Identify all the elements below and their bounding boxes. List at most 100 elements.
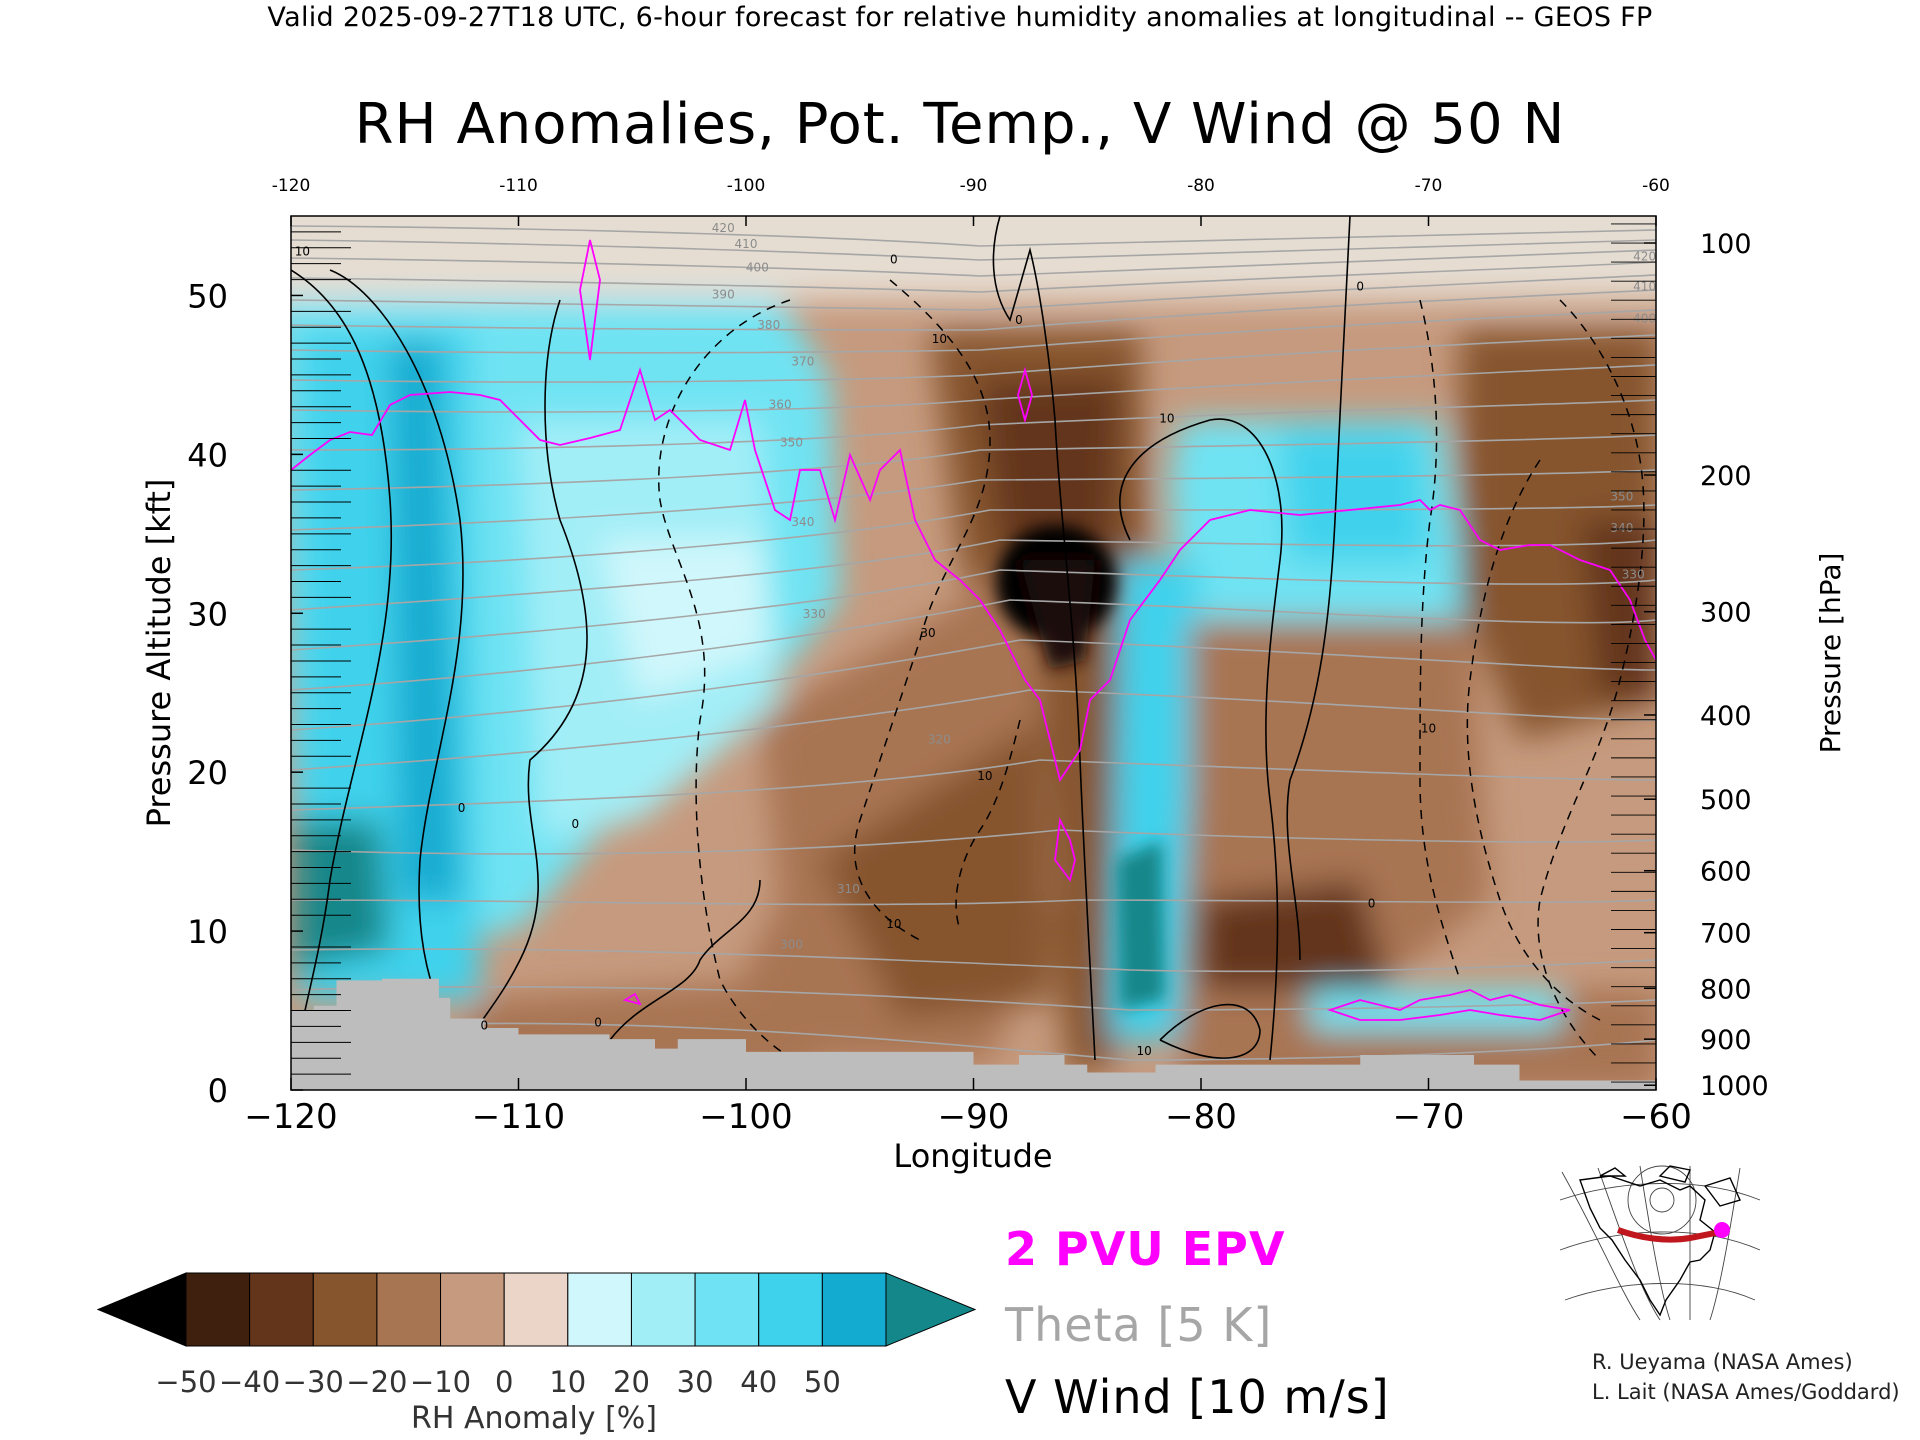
colorbar-segment [694,1272,760,1347]
terrain-mask [291,978,1656,1090]
theta-label: 350 [1610,489,1633,503]
wind-label-group: 10 0 10 0 0 10 30 10 0 0 10 0 10 10 0 0 [295,245,1436,1058]
y-left-tick-label: 0 [208,1072,228,1110]
theta-label: 340 [1610,521,1633,535]
y-left-tick-label: 10 [187,913,228,951]
y-right-tick-label: 300 [1700,598,1752,629]
x-top-tick-label: -90 [960,176,988,196]
rh-anomaly-field: 4204104003903803703603503403303203103004… [291,216,1656,1090]
colorbar-tick-label: 0 [495,1365,513,1399]
wind-label: 0 [458,801,466,815]
x-tick-label: −60 [1620,1097,1692,1137]
wind-label: 0 [481,1019,489,1033]
x-top-tick-label: -120 [272,176,311,196]
theta-label: 390 [712,288,735,302]
colorbar-segment [567,1272,632,1347]
y-right-tick-label: 200 [1700,461,1752,492]
x-tick-label: −100 [699,1097,792,1137]
y-left-tick-label: 30 [187,595,228,633]
theta-label: 410 [735,237,758,251]
x-axis-label: Longitude [893,1137,1052,1175]
wind-label: 10 [932,332,947,346]
epv-2pvu-contour [291,239,1656,1021]
v-wind-contours [291,216,1351,1061]
wind-label: 0 [572,817,580,831]
colorbar-segment [376,1272,442,1347]
x-axis-top-group: -120 -110 -100 -90 -80 -70 -60 [272,176,1670,226]
wind-label: 10 [295,245,310,259]
y-axis-left-label: Pressure Altitude [kft] [140,479,178,828]
x-top-tick-label: -110 [499,176,538,196]
colorbar-tick-label: −40 [219,1365,280,1399]
colorbar: −50 −40 −30 −20 −10 0 10 20 30 40 50 [96,1272,977,1399]
colorbar-segment [503,1272,569,1347]
colorbar-segment [185,1272,251,1347]
colorbar-segment [440,1272,505,1347]
wind-label: 0 [1368,896,1376,910]
y-axis-right-label: Pressure [hPa] [1814,553,1847,754]
y-left-tick-label: 40 [187,436,228,474]
x-top-tick-label: -80 [1187,176,1215,196]
y-right-tick-label: 900 [1700,1025,1752,1056]
x-axis-group: −120 −110 −100 −90 −80 −70 −60 [244,1078,1692,1137]
theta-label: 340 [791,515,814,529]
header-subtitle: Valid 2025-09-27T18 UTC, 6-hour forecast… [267,2,1653,33]
chart-title: RH Anomalies, Pot. Temp., V Wind @ 50 N [354,92,1566,157]
colorbar-tick-label: 20 [613,1365,650,1399]
y-axis-left-group: 0 10 20 30 40 50 [187,231,351,1110]
theta-label: 380 [757,318,780,332]
wind-label: 10 [1136,1044,1151,1058]
x-top-tick-label: -100 [727,176,766,196]
theta-label: 300 [780,938,803,952]
colorbar-tick-label: 50 [804,1365,841,1399]
y-right-tick-label: 100 [1700,229,1752,260]
locator-marker [1714,1222,1730,1238]
theta-label: 330 [803,607,826,621]
y-left-tick-label: 50 [187,277,228,315]
v-wind-dashed-contours [658,279,1645,1071]
theta-label: 400 [746,261,769,275]
colorbar-tick-label: −30 [283,1365,344,1399]
colorbar-segment [312,1272,378,1347]
wind-label: 10 [977,769,992,783]
x-tick-label: −70 [1393,1097,1465,1137]
locator-track [1616,1227,1721,1243]
theta-label: 360 [769,397,792,411]
wind-label: 10 [886,917,901,931]
wind-label: 30 [920,626,935,640]
legend-theta: Theta [5 K] [1005,1298,1273,1352]
x-tick-label: −110 [472,1097,565,1137]
x-top-tick-label: -70 [1415,176,1443,196]
x-tick-label: −90 [938,1097,1010,1137]
y-left-tick-label: 20 [187,754,228,792]
colorbar-tick-label: −20 [346,1365,407,1399]
theta-label: 330 [1622,567,1645,581]
theta-label: 400 [1633,311,1656,325]
wind-label: 10 [1421,721,1436,735]
colorbar-segment [630,1272,696,1347]
wind-label: 0 [594,1015,602,1029]
x-tick-label: −80 [1165,1097,1237,1137]
colorbar-segment [821,1272,887,1347]
legend-v-wind: V Wind [10 m/s] [1005,1370,1390,1424]
x-top-tick-label: -60 [1642,176,1670,196]
colorbar-tick-label: −50 [155,1365,216,1399]
theta-label: 420 [1633,249,1656,263]
y-right-tick-label: 700 [1700,919,1752,950]
legend-epv: 2 PVU EPV [1005,1222,1286,1276]
wind-label: 0 [1356,280,1364,294]
theta-label: 420 [712,221,735,235]
theta-label: 320 [928,733,951,747]
colorbar-segment [249,1272,314,1347]
colorbar-over-arrow [885,1272,977,1347]
wind-label: 0 [890,253,898,267]
colorbar-tick-label: 30 [677,1365,714,1399]
theta-label: 310 [837,882,860,896]
x-tick-label: −120 [244,1097,337,1137]
theta-label: 350 [780,435,803,449]
theta-label: 410 [1633,280,1656,294]
y-right-tick-label: 500 [1700,785,1752,816]
colorbar-tick-label: −10 [410,1365,471,1399]
y-right-tick-label: 400 [1700,701,1752,732]
